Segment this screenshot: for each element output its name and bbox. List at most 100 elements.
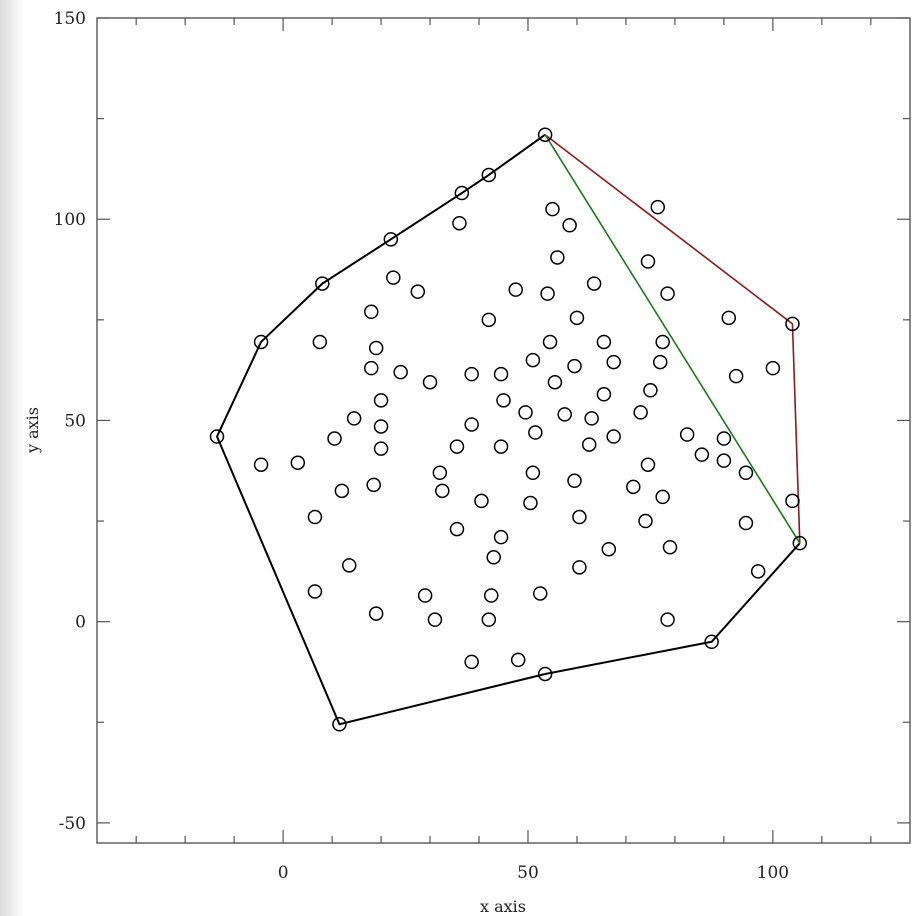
data-point	[393, 364, 408, 380]
data-point	[373, 393, 389, 408]
data-point	[422, 374, 438, 390]
data-point	[721, 310, 737, 326]
data-point	[307, 509, 323, 525]
x-axis-title: x axis	[480, 897, 526, 916]
data-point	[481, 312, 497, 328]
data-point	[327, 431, 342, 446]
data-point	[449, 439, 465, 454]
y-tick-label: -50	[59, 814, 86, 834]
data-point	[435, 483, 450, 499]
y-tick-label: 0	[75, 613, 86, 633]
y-tick-label: 50	[64, 411, 86, 431]
data-point	[464, 366, 479, 382]
data-point	[525, 465, 541, 481]
data-point	[366, 477, 381, 493]
data-point	[640, 254, 656, 269]
data-point	[253, 334, 269, 350]
data-point	[652, 354, 668, 370]
hull-line-3	[544, 134, 801, 544]
y-axis-title: y axis	[23, 407, 42, 454]
data-point	[638, 513, 653, 529]
data-point	[547, 374, 563, 390]
data-point	[792, 535, 808, 551]
data-point	[650, 199, 666, 215]
data-point	[508, 282, 523, 297]
data-point	[525, 352, 541, 368]
data-point	[606, 354, 621, 370]
hull-lines	[215, 133, 801, 726]
data-point	[738, 465, 754, 481]
data-point	[716, 431, 732, 446]
data-point	[346, 411, 362, 426]
data-point	[427, 612, 443, 627]
data-point	[383, 232, 399, 247]
data-point	[496, 393, 511, 408]
data-point	[785, 493, 800, 509]
data-point	[315, 276, 330, 291]
data-point	[510, 652, 526, 668]
data-point	[481, 167, 497, 183]
data-point	[493, 439, 509, 454]
data-point	[572, 560, 587, 575]
data-point	[290, 455, 306, 470]
data-point	[655, 334, 670, 350]
x-tick-label: 50	[517, 863, 539, 883]
data-point	[643, 383, 658, 398]
data-point	[464, 417, 479, 432]
data-point	[545, 201, 560, 217]
data-point	[728, 368, 744, 384]
data-point	[464, 654, 479, 670]
data-point	[484, 588, 499, 603]
data-point	[373, 441, 389, 456]
data-point	[738, 515, 754, 531]
data-point	[584, 411, 599, 426]
data-point	[540, 286, 555, 301]
y-tick-label: 150	[54, 9, 86, 29]
x-tick-label: 100	[757, 863, 789, 883]
data-point	[562, 218, 577, 233]
data-point	[209, 429, 225, 444]
data-point	[716, 453, 732, 468]
data-point	[493, 366, 509, 382]
data-point	[312, 334, 328, 350]
y-tick-label: 100	[54, 210, 86, 230]
x-tick-label: 0	[278, 863, 289, 883]
data-point	[518, 405, 533, 420]
data-point	[567, 358, 582, 374]
plot-frame	[96, 17, 911, 844]
data-point	[334, 483, 350, 499]
data-point	[537, 127, 553, 142]
data-point	[307, 584, 323, 599]
axis-tick-labels: 0 50 100 -50 0 50 100 150	[54, 9, 790, 883]
axis-ticks	[97, 17, 910, 843]
data-point	[581, 437, 597, 452]
data-point	[567, 473, 582, 489]
data-point	[569, 310, 585, 326]
data-point	[474, 493, 489, 509]
data-point	[253, 457, 269, 472]
data-point	[662, 539, 678, 555]
data-point	[449, 521, 465, 537]
data-point	[542, 334, 558, 350]
data-point	[785, 316, 800, 332]
data-point	[704, 634, 719, 650]
data-point	[454, 185, 470, 201]
data-point	[694, 447, 710, 462]
data-point	[660, 286, 675, 301]
data-point	[528, 425, 543, 440]
data-point	[341, 558, 357, 573]
data-point	[368, 340, 384, 356]
data-point	[765, 360, 781, 376]
data-point	[596, 334, 612, 350]
data-point	[368, 606, 384, 621]
data-point	[640, 457, 656, 472]
data-point	[679, 427, 695, 442]
data-point	[364, 360, 379, 376]
data-point	[557, 407, 572, 422]
data-point	[410, 284, 426, 299]
data-point	[481, 612, 497, 627]
data-point	[364, 304, 379, 320]
data-point	[586, 276, 602, 291]
data-point	[532, 586, 548, 601]
